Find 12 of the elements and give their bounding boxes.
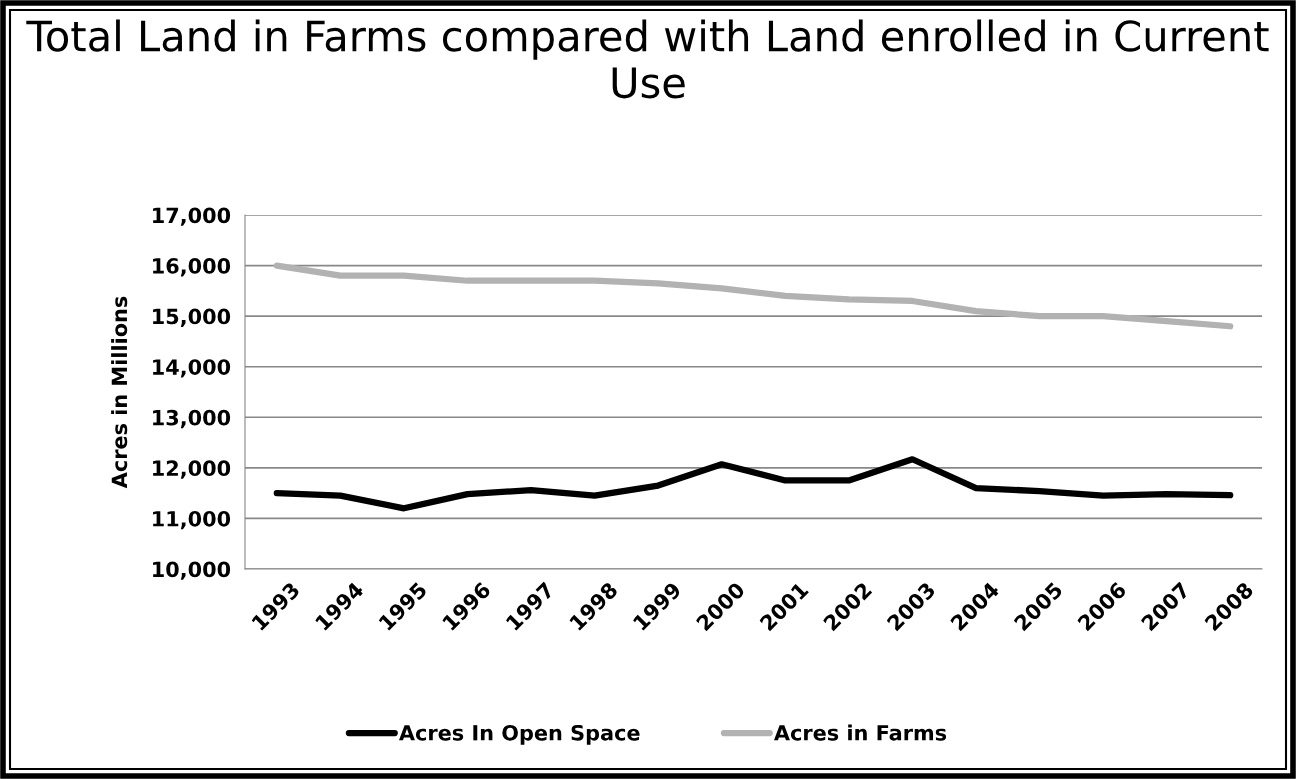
y-tick-label: 13,000 bbox=[153, 409, 231, 429]
y-axis-title: Acres in Millions bbox=[111, 296, 128, 489]
legend-label: Acres In Open Space bbox=[399, 724, 640, 745]
y-tick-label: 15,000 bbox=[153, 308, 231, 328]
y-tick-label: 10,000 bbox=[153, 561, 231, 580]
y-tick-label: 14,000 bbox=[153, 359, 231, 378]
y-tick-label: 12,000 bbox=[153, 460, 231, 479]
legend-label: Acres in Farms bbox=[773, 724, 947, 741]
y-tick-label: 17,000 bbox=[153, 207, 231, 226]
y-tick-label: 11,000 bbox=[153, 510, 231, 530]
chart-title: Total Land in Farms compared with Land enrolled in Current Use bbox=[26, 19, 1269, 99]
y-tick-label: 16,000 bbox=[153, 258, 231, 277]
